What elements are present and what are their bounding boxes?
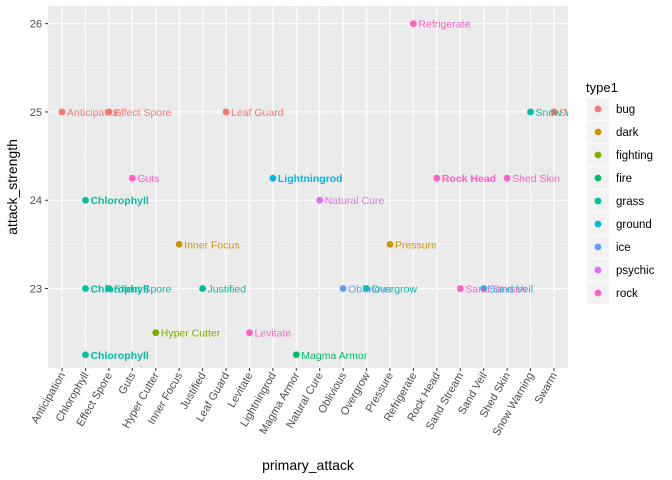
y-axis-ticks: 23 24 25 26 <box>30 19 48 296</box>
legend-label: ice <box>616 242 631 254</box>
data-points <box>58 20 558 359</box>
data-point <box>222 108 230 116</box>
point-label: Chlorophyll <box>90 195 148 207</box>
legend-label: rock <box>616 288 638 300</box>
y-tick-label: 26 <box>30 19 42 31</box>
data-point <box>480 285 488 292</box>
data-point <box>105 108 113 116</box>
point-label: Anticipation <box>67 107 121 119</box>
legend: type1 bug dark fighting fire grass ground ice p… <box>586 80 655 304</box>
data-point <box>527 108 534 116</box>
data-point <box>128 174 136 182</box>
legend-item-psychic: psychic <box>587 259 655 281</box>
data-point <box>292 351 300 359</box>
data-point <box>269 174 277 182</box>
data-point <box>199 285 206 292</box>
point-label: Effect Spore <box>114 107 172 119</box>
data-point <box>503 174 511 182</box>
legend-item-rock: rock <box>587 282 638 304</box>
x-axis-title: primary_attack <box>262 457 355 473</box>
x-tick-label: Swarm <box>533 371 561 407</box>
point-label: Swarm <box>559 107 592 119</box>
data-point <box>82 285 89 292</box>
legend-item-dark: dark <box>587 121 639 143</box>
point-label: Oblivious <box>348 284 391 296</box>
data-point <box>410 20 417 28</box>
y-tick-label: 23 <box>30 284 42 296</box>
legend-key-point <box>594 220 602 228</box>
point-label: Guts <box>137 173 159 185</box>
data-point <box>386 240 394 248</box>
legend-item-ground: ground <box>587 213 652 235</box>
data-point <box>339 285 347 292</box>
point-label: Inner Focus <box>184 239 239 251</box>
point-label: Refrigerate <box>418 19 470 31</box>
point-label: Shed Skin <box>512 173 560 185</box>
legend-label: bug <box>616 104 635 116</box>
y-tick-label: 24 <box>30 195 42 207</box>
data-point <box>456 285 464 292</box>
legend-key-point <box>594 105 602 113</box>
point-label: Chlorophyll <box>90 284 148 296</box>
data-point <box>433 174 441 182</box>
point-label: Natural Cure <box>325 195 385 207</box>
legend-key-point <box>594 174 602 182</box>
data-point <box>105 285 113 292</box>
data-point <box>316 196 324 204</box>
data-point <box>175 240 183 248</box>
y-axis-title: attack_strength <box>4 139 20 235</box>
point-label: Lightningrod <box>278 173 343 185</box>
x-tick-label: Guts <box>116 370 138 397</box>
data-point <box>363 285 370 292</box>
point-label: Hyper Cutter <box>161 328 221 340</box>
legend-item-grass: grass <box>587 190 644 212</box>
legend-label: fighting <box>616 150 653 162</box>
y-tick-label: 25 <box>30 107 42 119</box>
legend-item-fighting: fighting <box>587 144 653 166</box>
point-label: Rock Head <box>442 173 496 185</box>
legend-key-point <box>594 128 602 136</box>
point-label: Snow Warning <box>536 107 604 119</box>
data-point <box>82 351 89 359</box>
point-label: Pressure <box>395 239 437 251</box>
point-label: Overgrow <box>372 284 418 296</box>
point-label: Sand Veil <box>489 284 533 296</box>
data-point <box>82 196 89 204</box>
plot-panel <box>48 6 568 368</box>
point-label: Sand Stream <box>465 284 527 296</box>
data-point <box>550 108 558 116</box>
minor-gridlines <box>48 67 568 333</box>
legend-key-point <box>594 289 602 297</box>
legend-label: ground <box>616 219 652 231</box>
point-label: Magma Armor <box>301 350 367 362</box>
point-label: Justified <box>208 284 247 296</box>
legend-item-fire: fire <box>587 167 632 189</box>
legend-title: type1 <box>586 80 618 95</box>
major-gridlines <box>48 6 568 368</box>
data-point <box>58 108 66 116</box>
point-label: Effect Spore <box>114 284 172 296</box>
legend-label: dark <box>616 127 639 139</box>
data-point <box>246 329 253 337</box>
legend-label: fire <box>616 173 632 185</box>
legend-key-point <box>594 151 602 159</box>
point-label: Leaf Guard <box>231 107 284 119</box>
legend-key-point <box>594 197 602 205</box>
legend-item-bug: bug <box>587 98 635 120</box>
legend-key-point <box>594 266 602 274</box>
point-label: Levitate <box>254 328 291 340</box>
legend-label: psychic <box>616 265 655 277</box>
data-point <box>152 329 160 337</box>
legend-label: grass <box>616 196 644 208</box>
point-label: Chlorophyll <box>90 350 148 362</box>
legend-item-ice: ice <box>587 236 631 258</box>
legend-key-point <box>594 243 602 251</box>
